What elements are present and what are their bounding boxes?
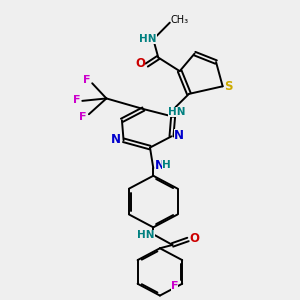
- Text: F: F: [82, 75, 90, 85]
- Text: F: F: [79, 112, 87, 122]
- Text: HN: HN: [168, 107, 185, 117]
- Text: N: N: [155, 159, 165, 172]
- Text: N: N: [174, 129, 184, 142]
- Text: F: F: [170, 281, 178, 291]
- Text: CH₃: CH₃: [171, 15, 189, 25]
- Text: O: O: [190, 232, 200, 245]
- Text: F: F: [73, 95, 80, 105]
- Text: H: H: [162, 160, 171, 170]
- Text: O: O: [135, 57, 145, 70]
- Text: S: S: [224, 80, 233, 93]
- Text: HN: HN: [137, 230, 155, 240]
- Text: N: N: [111, 133, 121, 146]
- Text: HN: HN: [139, 34, 157, 44]
